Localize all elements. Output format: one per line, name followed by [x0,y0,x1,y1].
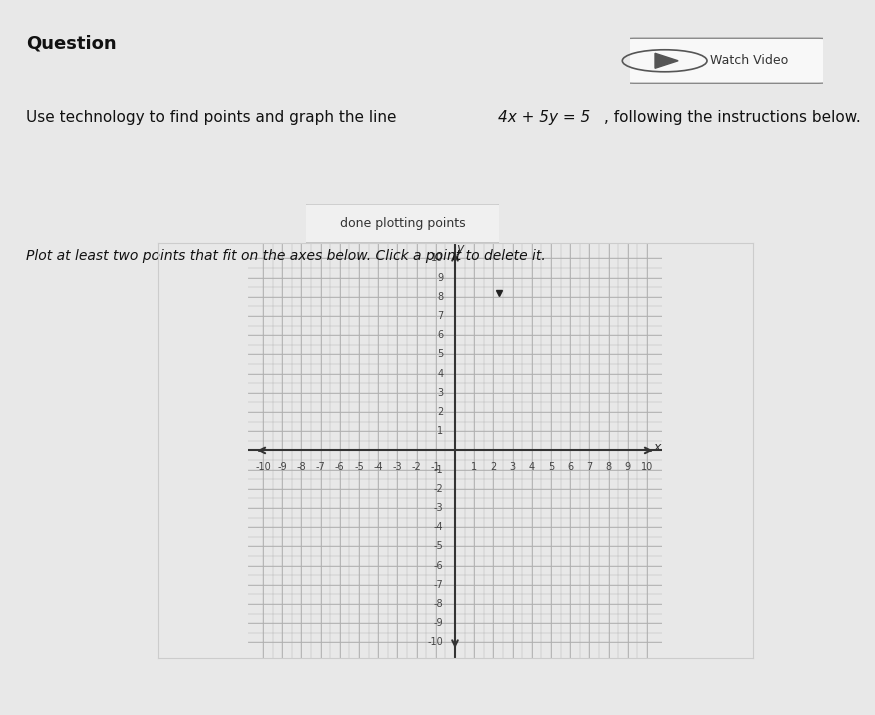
Text: -6: -6 [434,561,444,571]
Text: 2: 2 [438,407,444,417]
Text: -4: -4 [434,522,444,532]
Text: -2: -2 [434,484,444,494]
Text: -8: -8 [434,599,444,609]
Text: 5: 5 [438,350,444,360]
Text: 4: 4 [528,462,535,472]
Text: 8: 8 [438,292,444,302]
Text: -7: -7 [316,462,326,472]
Text: 10: 10 [640,462,653,472]
Text: -6: -6 [335,462,345,472]
Text: 9: 9 [438,272,444,282]
Text: -7: -7 [434,580,444,590]
Text: 10: 10 [431,253,444,263]
Text: Use technology to find points and graph the line: Use technology to find points and graph … [26,110,402,125]
Text: 7: 7 [438,311,444,321]
Text: 1: 1 [438,426,444,436]
Polygon shape [655,53,678,69]
Text: Plot at least two points that fit on the axes below. Click a point to delete it.: Plot at least two points that fit on the… [26,249,546,263]
Text: y: y [456,242,464,255]
Text: -4: -4 [374,462,383,472]
Text: 2: 2 [490,462,496,472]
Text: 3: 3 [438,388,444,398]
FancyBboxPatch shape [298,204,507,243]
Text: Question: Question [26,34,117,52]
Text: -5: -5 [354,462,364,472]
Text: x: x [653,441,661,454]
Text: -9: -9 [434,618,444,628]
Text: Watch Video: Watch Video [710,54,788,67]
Text: 9: 9 [625,462,631,472]
FancyBboxPatch shape [624,39,829,83]
Text: , following the instructions below.: , following the instructions below. [604,110,860,125]
Text: done plotting points: done plotting points [340,217,466,230]
Text: -5: -5 [434,541,444,551]
Text: -10: -10 [428,638,444,648]
Text: 6: 6 [567,462,573,472]
Text: 1: 1 [471,462,477,472]
Text: -3: -3 [393,462,402,472]
Text: -1: -1 [431,462,441,472]
Text: -3: -3 [434,503,444,513]
Text: 8: 8 [606,462,612,472]
Text: 7: 7 [586,462,592,472]
Text: 5: 5 [548,462,554,472]
Text: -1: -1 [434,465,444,475]
Text: 4x + 5y = 5: 4x + 5y = 5 [498,110,590,125]
Text: -2: -2 [412,462,422,472]
Text: -10: -10 [255,462,271,472]
Text: -8: -8 [297,462,306,472]
Text: -9: -9 [277,462,287,472]
Text: 3: 3 [509,462,515,472]
Text: 6: 6 [438,330,444,340]
Text: 4: 4 [438,369,444,379]
